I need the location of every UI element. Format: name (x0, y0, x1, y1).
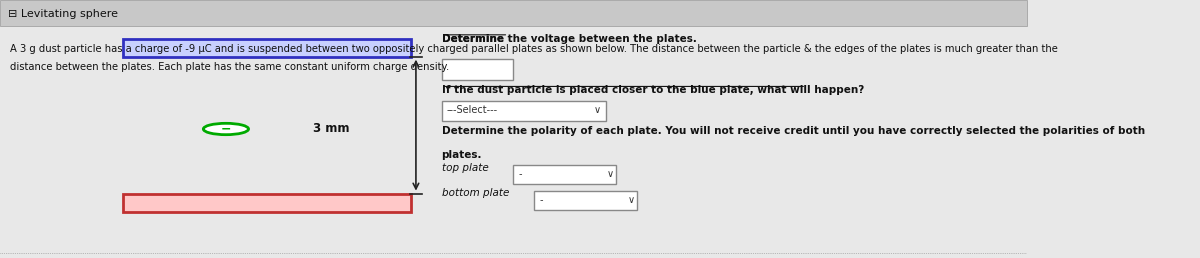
Text: ∨: ∨ (607, 169, 614, 179)
Text: Determine the polarity of each plate. You will not receive credit until you have: Determine the polarity of each plate. Yo… (442, 126, 1145, 136)
Text: ---Select---: ---Select--- (446, 105, 498, 115)
Text: −: − (221, 123, 232, 135)
FancyBboxPatch shape (124, 194, 410, 212)
FancyBboxPatch shape (0, 0, 1027, 26)
FancyBboxPatch shape (442, 101, 606, 121)
Text: A 3 g dust particle has a charge of -9 μC and is suspended between two oppositel: A 3 g dust particle has a charge of -9 μ… (11, 44, 1058, 54)
Text: -: - (539, 195, 542, 205)
Text: plates.: plates. (442, 150, 482, 160)
Text: -: - (518, 169, 522, 179)
Text: Determine: Determine (442, 34, 504, 44)
FancyBboxPatch shape (534, 191, 637, 210)
Text: If the dust particle is placed closer to the blue plate, what will happen?: If the dust particle is placed closer to… (442, 85, 864, 95)
FancyBboxPatch shape (514, 165, 616, 184)
Circle shape (203, 123, 248, 135)
Text: top plate: top plate (442, 163, 488, 173)
Text: ∨: ∨ (628, 195, 635, 205)
Text: bottom plate: bottom plate (442, 188, 509, 198)
Text: ⊟ Levitating sphere: ⊟ Levitating sphere (8, 9, 119, 19)
Text: ∨: ∨ (594, 105, 601, 115)
Text: Determine the voltage between the plates.: Determine the voltage between the plates… (442, 34, 696, 44)
FancyBboxPatch shape (124, 39, 410, 57)
FancyBboxPatch shape (442, 59, 514, 80)
Text: 3 mm: 3 mm (313, 123, 349, 135)
Text: distance between the plates. Each plate has the same constant uniform charge den: distance between the plates. Each plate … (11, 62, 450, 72)
